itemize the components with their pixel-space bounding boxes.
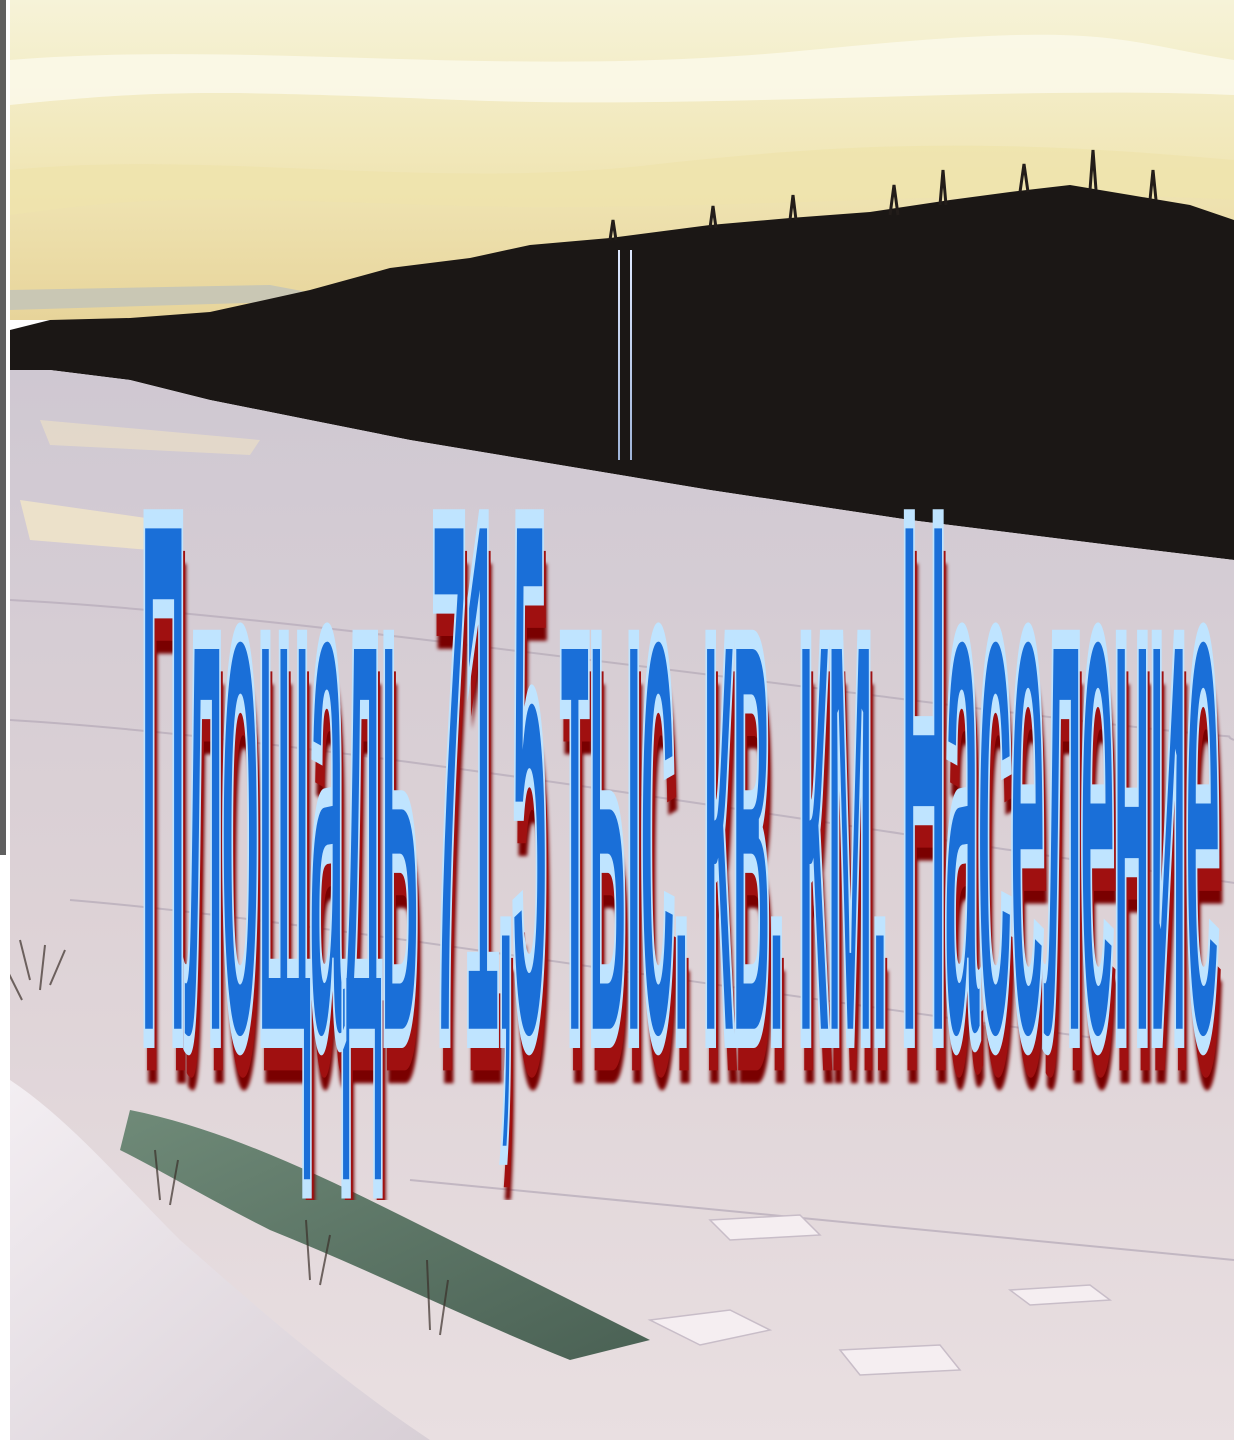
forest (10, 185, 1234, 560)
snowy-bank (10, 1080, 430, 1440)
decorative-line (618, 250, 620, 460)
area-population-text: Площадь 71,5 тыс. кв. км. Население 180 … (140, 360, 1234, 1200)
frozen-river (10, 370, 1234, 1440)
winter-river-photo (10, 0, 1234, 1440)
open-water (120, 1110, 650, 1360)
wordart-caption: Площадь 71,5 тыс. кв. км. Население 180 … (140, 320, 1234, 1200)
decorative-line (630, 250, 632, 460)
slide-left-edge (0, 0, 6, 855)
